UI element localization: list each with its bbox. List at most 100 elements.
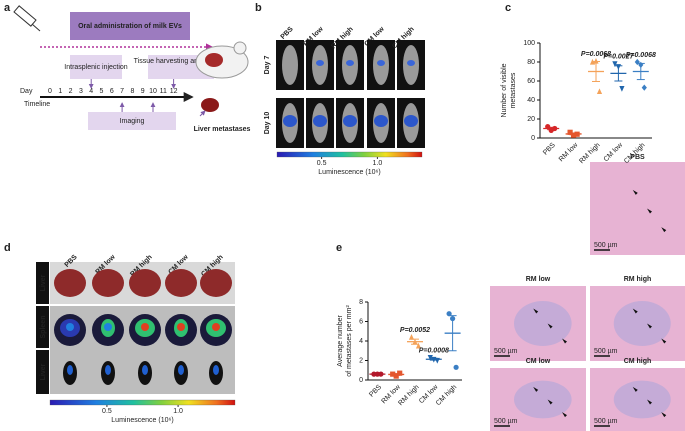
- oral-box: [70, 12, 190, 40]
- imaging-box: [88, 112, 176, 130]
- error-bar: [448, 315, 457, 352]
- y-tick-label: 80: [527, 59, 535, 66]
- row-label-box: [36, 306, 49, 348]
- panel-label: d: [4, 242, 11, 254]
- error-bar: [411, 338, 419, 345]
- day-number: 9: [141, 88, 145, 95]
- day-label: Day: [20, 88, 33, 95]
- day-number: 6: [110, 88, 114, 95]
- mouse-ear: [233, 41, 247, 55]
- day-number: 4: [89, 88, 93, 95]
- signal: [313, 115, 327, 127]
- error-bar: [569, 132, 578, 136]
- liver-photo: [200, 269, 232, 297]
- histology-label: CM high: [624, 358, 652, 365]
- p-value: P=0.0052: [400, 327, 430, 334]
- data-point: [427, 354, 433, 361]
- colorbar-tick-label: 0.5: [317, 160, 327, 167]
- x-tick-label: RM high: [578, 142, 601, 165]
- day-number: 8: [130, 88, 134, 95]
- data-point: [408, 334, 415, 340]
- histology-label: PBS: [630, 154, 645, 161]
- liver-lum-core: [141, 323, 149, 331]
- y-tick-label: 4: [359, 338, 363, 345]
- liver-lum-core: [104, 323, 112, 331]
- mouse-liver: [205, 53, 223, 67]
- arrowhead: [632, 189, 638, 195]
- x-tick-label: RM low: [558, 141, 580, 163]
- x-tick-label: PBS: [368, 384, 383, 399]
- signal: [377, 60, 385, 66]
- liver-photo: [129, 269, 161, 297]
- x-tick-label: CM high: [435, 384, 458, 407]
- scale-label: 500 µm: [494, 348, 518, 355]
- column-label: PBS: [280, 26, 295, 41]
- day-number: 7: [120, 88, 124, 95]
- histology-image: [590, 162, 685, 255]
- y-axis-title: metastases: [510, 72, 517, 108]
- p-value: P=0.0008: [419, 347, 449, 354]
- scale-label: 500 µm: [594, 348, 618, 355]
- row-label-box: [36, 350, 49, 394]
- day-number: 10: [149, 88, 157, 95]
- scale-label: 500 µm: [594, 418, 618, 425]
- colorbar-label: Luminescence (10⁶): [111, 417, 173, 424]
- mouse: [282, 45, 298, 85]
- arrow: [199, 110, 206, 117]
- row-label: Day 7: [264, 56, 271, 75]
- arrowhead: [547, 323, 553, 329]
- syringe-needle: [31, 23, 41, 32]
- spleen-signal: [213, 365, 219, 375]
- day-number: 5: [100, 88, 104, 95]
- scale-label: 500 µm: [594, 242, 618, 249]
- liver-photo: [92, 269, 124, 297]
- error-bar: [592, 61, 600, 82]
- day-number: 3: [79, 88, 83, 95]
- metastasis-region: [514, 380, 572, 419]
- spleen-signal: [67, 365, 73, 375]
- row-label: Day 10: [264, 112, 271, 135]
- histology-label: RM low: [526, 276, 551, 283]
- y-tick-label: 20: [527, 116, 535, 123]
- error-bar: [547, 126, 556, 131]
- row-label: Liver: [40, 363, 47, 380]
- arrowhead: [562, 412, 567, 418]
- arrowhead: [647, 208, 652, 214]
- liver-photo: [54, 269, 86, 297]
- error-bar: [636, 62, 645, 81]
- data-point: [612, 61, 618, 67]
- error-bar: [429, 357, 438, 361]
- arrowhead: [632, 386, 638, 392]
- y-tick-label: 0: [531, 135, 535, 142]
- y-tick-label: 6: [359, 318, 363, 325]
- injection-text: Intrasplenic injection: [64, 64, 128, 71]
- arrowhead: [547, 399, 553, 405]
- y-axis-title: of metastases per mm²: [346, 305, 353, 377]
- spleen-signal: [105, 365, 111, 375]
- signal: [343, 115, 357, 127]
- p-value: P=0.0068: [626, 52, 656, 59]
- y-tick-label: 8: [359, 299, 363, 306]
- day-number: 2: [69, 88, 73, 95]
- data-point: [634, 58, 640, 66]
- spleen-signal: [142, 365, 148, 375]
- day-number: 11: [160, 88, 167, 95]
- panel-label: a: [4, 2, 11, 14]
- panel-label: b: [255, 2, 262, 14]
- data-point: [619, 86, 625, 92]
- arrowhead: [533, 386, 539, 392]
- signal: [407, 60, 415, 66]
- liver-lum-core: [212, 323, 220, 331]
- y-axis-title: Average number: [337, 315, 344, 367]
- signal: [404, 115, 418, 127]
- colorbar-label: Luminescence (10⁶): [318, 169, 380, 176]
- colorbar: [276, 151, 423, 158]
- y-tick-label: 60: [527, 78, 535, 85]
- timeline-label: Timeline: [24, 101, 50, 108]
- syringe: [13, 5, 37, 27]
- scale-label: 500 µm: [494, 418, 518, 425]
- data-point: [446, 311, 452, 317]
- imaging-text: Imaging: [120, 118, 145, 125]
- arrowhead: [647, 399, 652, 405]
